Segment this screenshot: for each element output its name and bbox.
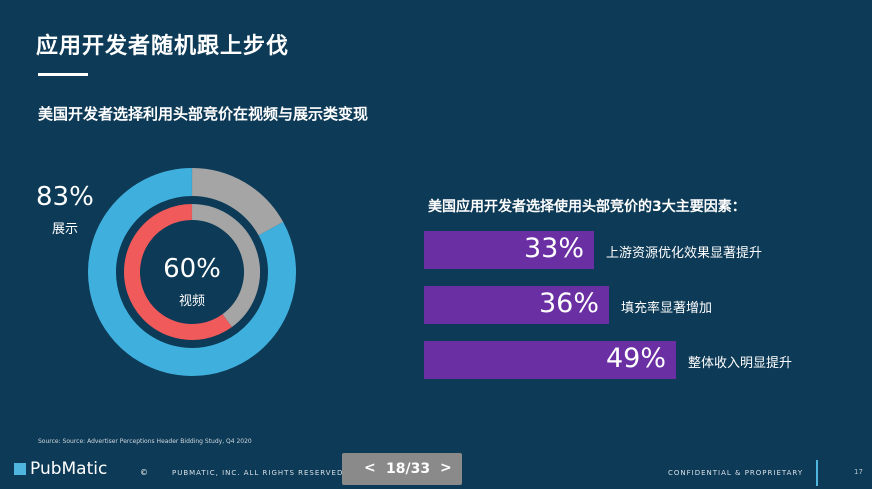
pubmatic-logo-icon: [14, 463, 26, 475]
copyright-text: PUBMATIC, INC. ALL RIGHTS RESERVED.: [172, 469, 347, 477]
display-category-label: 展示: [52, 222, 79, 237]
donut-remainder-video: [191, 204, 260, 328]
factors-title: 美国应用开发者选择使用头部竞价的3大主要因素：: [428, 199, 746, 215]
bar-value-label: 36%: [538, 288, 599, 319]
source-note: Source: Source: Advertiser Perceptions H…: [38, 438, 252, 445]
bar-value-label: 49%: [605, 343, 666, 374]
donut-segment-video: [124, 204, 232, 340]
page-title: 应用开发者随机跟上步伐: [36, 34, 290, 59]
next-page-button[interactable]: >: [440, 460, 452, 476]
pubmatic-logo: PubMatic: [30, 459, 108, 479]
donut-chart-title: 美国开发者选择利用头部竞价在视频与展示类变现: [38, 105, 369, 123]
confidential-label: CONFIDENTIAL & PROPRIETARY: [668, 469, 804, 477]
bar-category-label: 填充率显著增加: [621, 301, 713, 316]
title-underline: [38, 73, 88, 76]
footer-divider: [816, 460, 818, 486]
display-percent-label: 83%: [36, 182, 94, 212]
bar-category-label: 整体收入明显提升: [688, 356, 793, 371]
slide-number: 17: [854, 468, 863, 476]
video-percent-label: 60%: [163, 254, 221, 284]
page-counter: 18/33: [386, 461, 431, 477]
video-category-label: 视频: [178, 294, 205, 309]
donut-chart: [88, 168, 296, 376]
copyright-symbol: ©: [140, 468, 148, 477]
bar-value-label: 33%: [523, 233, 584, 264]
donut-segment-display: [88, 168, 296, 376]
previous-page-button[interactable]: <: [364, 460, 376, 476]
bar-3: [424, 341, 676, 379]
bar-1: [424, 231, 594, 269]
page-pager: < 18/33 >: [342, 453, 462, 485]
donut-remainder-display: [191, 168, 284, 236]
bar-2: [424, 286, 609, 324]
bar-category-label: 上游资源优化效果显著提升: [606, 246, 763, 261]
